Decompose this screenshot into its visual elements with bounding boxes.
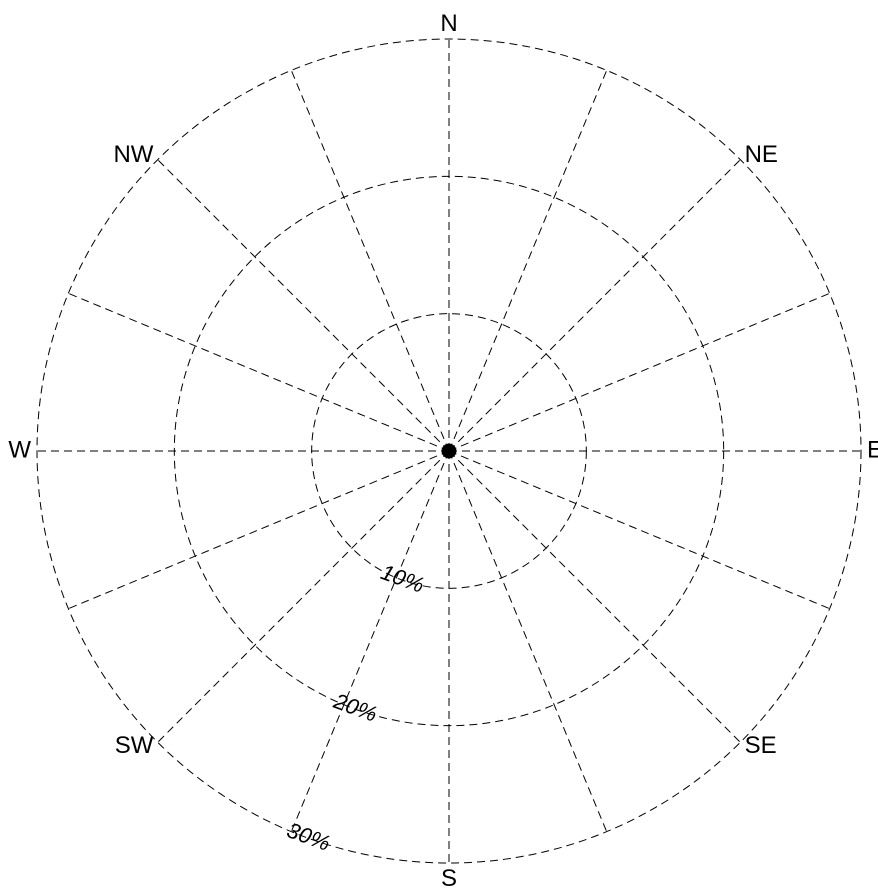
spoke-wsw — [68, 450, 450, 610]
direction-spokes — [37, 39, 861, 863]
petal-sse — [448, 450, 454, 459]
spoke-nnw — [290, 70, 450, 452]
petal-ene — [448, 446, 457, 452]
direction-label-ne: NE — [745, 141, 778, 168]
spoke-wnw — [68, 292, 450, 452]
spoke-sw — [157, 450, 450, 743]
direction-label-se: SE — [745, 732, 777, 759]
petal-n — [447, 443, 451, 452]
spoke-se — [448, 450, 741, 743]
direction-label-s: S — [441, 865, 457, 892]
spoke-ne — [448, 159, 741, 452]
spoke-ssw — [290, 450, 450, 832]
petal-nnw — [444, 443, 450, 452]
direction-label-e: E — [867, 436, 878, 463]
petal-wsw — [441, 450, 450, 456]
spoke-sse — [448, 450, 608, 832]
direction-label-sw: SW — [115, 732, 154, 759]
petal-e — [448, 449, 457, 453]
direction-label-n: N — [440, 10, 457, 37]
spoke-ese — [448, 450, 830, 610]
direction-label-w: W — [8, 436, 31, 463]
grid-circle-30 — [36, 38, 862, 864]
ring-label-30: 30% — [284, 817, 334, 856]
spoke-nne — [448, 70, 608, 452]
radial-tick-labels: 10%20%30% — [284, 559, 428, 856]
spoke-nw — [157, 159, 450, 452]
petal-w — [441, 449, 450, 453]
spoke-ene — [448, 292, 830, 452]
direction-label-nw: NW — [113, 141, 153, 168]
petal-s — [447, 450, 451, 459]
wind-petals — [441, 443, 457, 459]
ring-label-10: 10% — [378, 559, 428, 598]
compass-direction-labels: N NE E SE S SW W NW — [8, 10, 878, 892]
